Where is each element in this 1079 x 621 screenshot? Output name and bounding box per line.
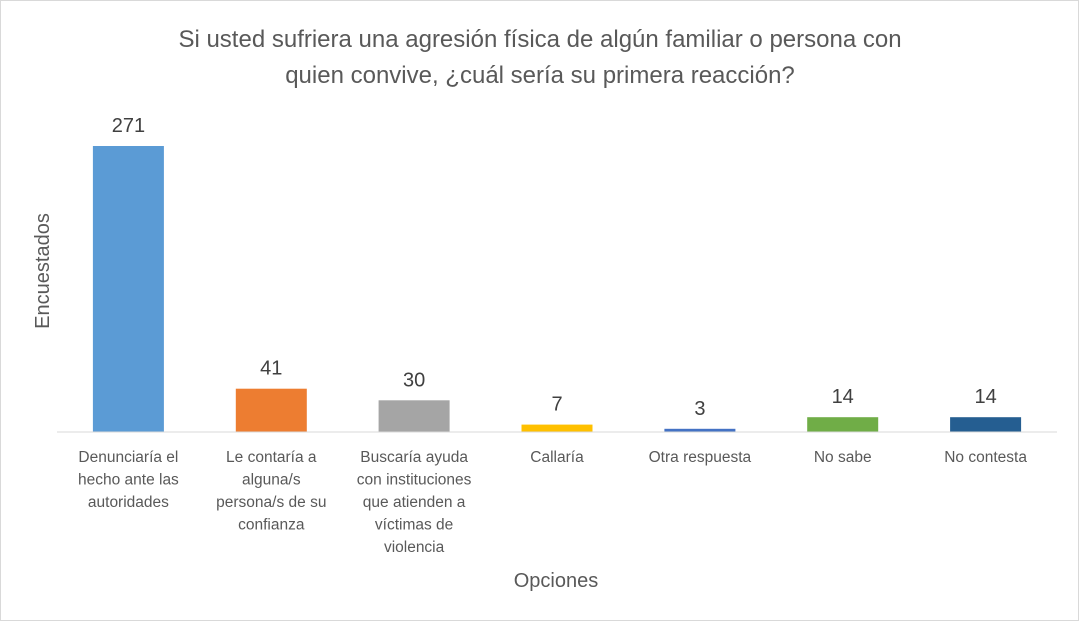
category-label-line: violencia [384,539,445,556]
category-label-line: persona/s de su [216,494,326,511]
bar-7 [950,417,1022,432]
bar-4 [521,424,593,432]
category-label-line: Denunciaría el [78,449,178,466]
bar-5 [664,428,736,432]
category-label-line: Le contaría a [226,449,317,466]
category-label-line: confianza [238,517,305,534]
category-label-line: No contesta [944,449,1027,466]
bar-6 [807,417,879,432]
data-label-6: 14 [832,386,854,408]
category-label-line: No sabe [814,449,872,466]
category-label-4: Callaría [530,449,584,466]
chart-title-line-2: quien convive, ¿cuál sería su primera re… [285,62,795,89]
category-label-line: Callaría [530,449,584,466]
category-label-line: que atienden a [363,494,466,511]
category-label-1: Denunciaría el hecho ante las autoridades [78,449,179,511]
data-label-7: 14 [974,386,996,408]
category-label-line: víctimas de [375,517,453,534]
category-label-line: con instituciones [357,472,472,489]
category-label-line: Otra respuesta [649,449,752,466]
category-label-7: No contesta [944,449,1027,466]
chart-title-line-1: Si usted sufriera una agresión física de… [178,26,901,53]
category-label-6: No sabe [814,449,872,466]
data-labels-group: 271 41 30 7 3 14 14 [112,115,997,420]
category-label-5: Otra respuesta [649,449,752,466]
data-label-1: 271 [112,115,145,137]
bar-2 [235,388,307,432]
category-label-2: Le contaría a alguna/s persona/s de su conf… [216,449,326,534]
x-axis-title: Opciones [514,570,599,592]
category-label-line: autoridades [88,494,169,511]
y-axis-title: Encuestados [32,213,54,329]
data-label-5: 3 [694,398,705,420]
bars-group [92,146,1022,432]
data-label-2: 41 [260,358,282,380]
bar-1 [92,146,164,432]
data-label-3: 30 [403,369,425,391]
category-label-line: alguna/s [242,472,301,489]
category-labels-group: Denunciaría el hecho ante las autoridades L… [78,449,1027,556]
bar-3 [378,400,450,432]
category-label-line: hecho ante las [78,472,179,489]
category-label-line: Buscaría ayuda [360,449,468,466]
category-label-3: Buscaría ayuda con instituciones que atien… [357,449,472,556]
data-label-4: 7 [551,394,562,416]
